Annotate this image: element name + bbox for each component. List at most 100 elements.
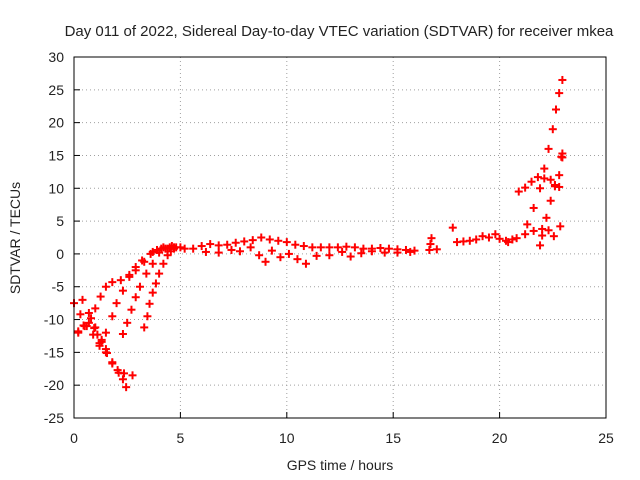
- data-point-3-7: [116, 276, 125, 285]
- data-point-13-2: [542, 213, 551, 222]
- data-point-7-2: [180, 244, 189, 253]
- data-point-2-2: [84, 318, 93, 327]
- data-point-13-3: [546, 196, 555, 205]
- data-point-13-6: [558, 153, 567, 162]
- data-point-8-18: [380, 248, 389, 257]
- data-point-7-5: [206, 240, 215, 249]
- data-point-10-2: [536, 184, 545, 193]
- data-point-11-2: [527, 177, 536, 186]
- data-point-7-23: [359, 244, 368, 253]
- data-point-2-5: [97, 335, 106, 344]
- data-point-8-11: [301, 259, 310, 268]
- data-point-7-13: [274, 236, 283, 245]
- data-point-7-10: [248, 236, 257, 245]
- data-point-9-6: [459, 237, 468, 246]
- data-point-9-11: [491, 230, 500, 239]
- data-point-7-7: [223, 240, 232, 249]
- data-point-5-5: [142, 269, 151, 278]
- data-point-4-8: [148, 247, 157, 256]
- data-point-1-5: [108, 359, 117, 368]
- data-point-5-7: [155, 248, 164, 257]
- data-point-0-8: [118, 375, 127, 384]
- data-point-9-10: [484, 233, 493, 242]
- data-point-2-3: [90, 324, 99, 333]
- data-point-10-1: [529, 203, 538, 212]
- data-point-13-0: [536, 241, 545, 250]
- data-point-4-7: [140, 257, 149, 266]
- data-point-6-3: [148, 288, 157, 297]
- data-point-8-1: [214, 248, 223, 257]
- y-tick-label-9: 20: [48, 115, 64, 131]
- y-tick-label-8: 15: [48, 147, 64, 163]
- data-point-7-3: [189, 244, 198, 253]
- data-point-7-16: [299, 242, 308, 251]
- data-point-12-2: [521, 230, 530, 239]
- data-point-12-1: [512, 234, 521, 243]
- data-point-9-1: [426, 240, 435, 249]
- data-point-8-5: [255, 251, 264, 260]
- data-point-6-1: [143, 312, 152, 321]
- data-point-9-3: [432, 245, 441, 254]
- data-point-13-4: [550, 182, 559, 191]
- data-point-9-4: [448, 223, 457, 232]
- axes-layer: 0 5 10 15 20 25 -25 -20 -15 -10 -5 0 5 10 15 20 25 30: [44, 49, 614, 446]
- data-point-3-5: [101, 282, 110, 291]
- data-point-10-7: [555, 89, 564, 98]
- y-tick-label-4: -5: [52, 279, 65, 295]
- data-point-6-4: [151, 279, 160, 288]
- data-point-5-6: [148, 259, 157, 268]
- data-point-6-2: [145, 299, 154, 308]
- data-point-9-12: [495, 234, 504, 243]
- data-point-10-8: [558, 75, 567, 84]
- data-point-3-1: [80, 322, 89, 331]
- data-point-11-5: [546, 175, 555, 184]
- data-point-4-6: [131, 266, 140, 275]
- data-point-10-4: [544, 144, 553, 153]
- data-point-6-6: [159, 259, 168, 268]
- y-tick-label-11: 30: [48, 49, 64, 65]
- data-point-8-7: [267, 246, 276, 255]
- data-point-8-20: [406, 247, 415, 256]
- plot-frame: [73, 56, 607, 419]
- data-point-8-9: [284, 249, 293, 258]
- data-point-11-0: [514, 187, 523, 196]
- data-point-8-14: [338, 247, 347, 256]
- data-point-12-3: [529, 226, 538, 235]
- data-point-6-7: [163, 251, 172, 260]
- data-point-8-8: [276, 253, 285, 262]
- data-point-3-0: [74, 328, 83, 337]
- data-point-4-5: [125, 272, 134, 281]
- y-tick-label-2: -15: [44, 344, 64, 360]
- data-point-4-3: [112, 299, 121, 308]
- data-point-12-4: [538, 224, 547, 233]
- data-point-7-6: [214, 241, 223, 250]
- data-point-7-18: [316, 243, 325, 252]
- data-point-1-4: [102, 349, 111, 358]
- y-tick-label-6: 5: [56, 213, 64, 229]
- y-tick-label-10: 25: [48, 82, 64, 98]
- x-axis-label: GPS time / hours: [287, 457, 394, 473]
- data-point-8-12: [312, 251, 321, 260]
- data-point-8-0: [201, 247, 210, 256]
- x-tick-label-4: 20: [492, 430, 508, 446]
- data-point-7-0: [163, 244, 172, 253]
- data-point-1-6: [113, 366, 122, 375]
- data-point-1-8: [128, 371, 137, 380]
- data-point-8-4: [246, 243, 255, 252]
- x-tick-label-3: 15: [385, 430, 401, 446]
- data-point-8-19: [393, 248, 402, 257]
- y-axis-label: SDTVAR / TECUs: [7, 182, 23, 294]
- y-tick-label-3: -10: [44, 312, 64, 328]
- data-point-8-17: [367, 247, 376, 256]
- data-point-7-11: [257, 233, 266, 242]
- grid-layer: [74, 57, 606, 418]
- y-tick-label-1: -20: [44, 377, 64, 393]
- data-point-3-4: [96, 292, 105, 301]
- data-point-8-13: [325, 251, 334, 260]
- data-point-5-1: [123, 318, 132, 327]
- data-point-5-3: [131, 293, 140, 302]
- data-point-9-9: [478, 232, 487, 241]
- data-point-1-1: [84, 308, 93, 317]
